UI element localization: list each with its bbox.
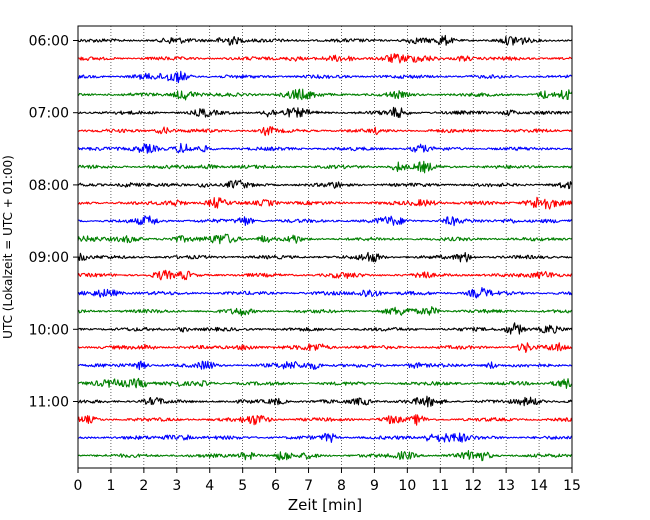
- x-tick-label: 7: [304, 478, 313, 494]
- trace-row-0715: [77, 126, 573, 137]
- trace-row-1100: [77, 395, 573, 408]
- y-tick-label: 07:00: [29, 106, 69, 122]
- x-tick-label: 14: [530, 478, 548, 494]
- x-tick-label: 13: [497, 478, 515, 494]
- trace-row-0600: [77, 34, 573, 46]
- y-axis: 06:00 07:00 08:00 09:00 10:00 11:00: [29, 34, 78, 411]
- y-tick-label: 06:00: [29, 34, 69, 50]
- trace-row-1115: [77, 414, 573, 426]
- trace-row-0645: [77, 88, 573, 101]
- x-tick-label: 1: [106, 478, 115, 494]
- x-tick-label: 0: [74, 478, 83, 494]
- y-tick-label: 08:00: [29, 178, 69, 194]
- trace-row-0815: [77, 196, 573, 210]
- trace-row-0615: [77, 53, 573, 64]
- trace-row-0945: [77, 306, 573, 317]
- x-axis-label: Zeit [min]: [288, 496, 362, 514]
- trace-row-1015: [77, 342, 573, 353]
- trace-row-1130: [77, 432, 573, 443]
- trace-row-0745: [77, 160, 573, 174]
- trace-row-0845: [77, 233, 573, 245]
- x-tick-label: 9: [370, 478, 379, 494]
- x-tick-label: 3: [172, 478, 181, 494]
- trace-row-0930: [77, 287, 573, 299]
- trace-row-0800: [77, 179, 573, 190]
- x-tick-label: 2: [139, 478, 148, 494]
- x-tick-label: 10: [398, 478, 416, 494]
- x-tick-label: 12: [464, 478, 482, 494]
- x-tick-label: 15: [563, 478, 581, 494]
- x-tick-label: 8: [337, 478, 346, 494]
- y-tick-label: 09:00: [29, 250, 69, 266]
- trace-row-1030: [77, 360, 573, 371]
- y-tick-label: 11:00: [29, 395, 69, 411]
- trace-row-1000: [77, 322, 573, 335]
- trace-row-1145: [77, 450, 573, 462]
- x-tick-label: 11: [431, 478, 449, 494]
- trace-row-0915: [77, 269, 573, 281]
- trace-row-0700: [77, 106, 573, 119]
- trace-row-0730: [77, 142, 573, 154]
- x-tick-label: 4: [205, 478, 214, 494]
- trace-row-0630: [77, 70, 573, 84]
- trace-row-0900: [77, 251, 573, 263]
- trace-row-1045: [77, 377, 573, 389]
- y-tick-label: 10:00: [29, 322, 69, 338]
- y-axis-label: UTC (Lokalzeit = UTC + 01:00): [1, 155, 15, 339]
- x-tick-label: 5: [238, 478, 247, 494]
- trace-row-0830: [77, 215, 573, 227]
- seismic-traces: [77, 34, 573, 462]
- x-tick-label: 6: [271, 478, 280, 494]
- x-axis: 0 1 2 3 4 5 6 7 8 9 10 11 12 13 14 15: [74, 468, 581, 494]
- plot-frame: [77, 25, 573, 469]
